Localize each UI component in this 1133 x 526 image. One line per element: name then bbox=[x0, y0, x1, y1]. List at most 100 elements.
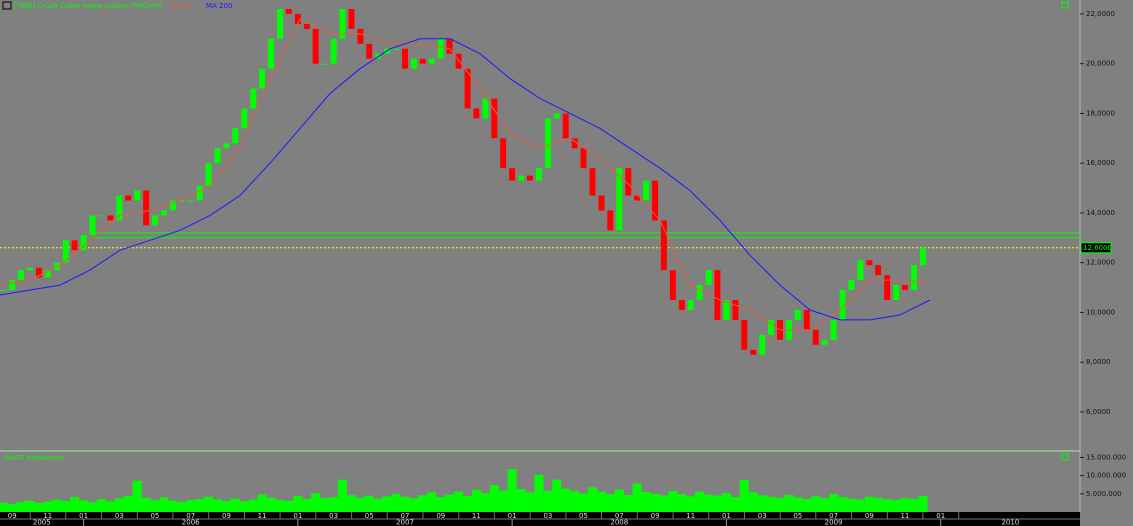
volume-bar bbox=[811, 496, 821, 512]
candle bbox=[285, 8, 292, 14]
candle bbox=[598, 195, 605, 211]
candle bbox=[446, 38, 453, 54]
volume-bar bbox=[213, 499, 222, 512]
volume-bar bbox=[79, 500, 89, 512]
candle bbox=[80, 235, 87, 251]
volume-bar bbox=[900, 498, 910, 512]
volume-bar bbox=[463, 496, 473, 512]
candle bbox=[419, 58, 426, 64]
volume-bar bbox=[659, 495, 669, 512]
volume-bar bbox=[677, 494, 687, 512]
x-tick-label: 01 bbox=[79, 512, 88, 520]
volume-bar bbox=[641, 492, 651, 512]
panel-icon bbox=[1061, 1, 1069, 9]
candle bbox=[643, 180, 650, 201]
volume-bar bbox=[712, 495, 722, 512]
candle bbox=[741, 319, 748, 350]
volume-bar bbox=[570, 491, 580, 512]
volume-bar bbox=[7, 504, 17, 512]
year-label: 2006 bbox=[182, 519, 200, 526]
x-tick-label: 05 bbox=[579, 512, 588, 520]
volume-bar bbox=[829, 494, 839, 512]
candle bbox=[589, 168, 596, 196]
candle bbox=[455, 53, 462, 69]
x-tick-label: 03 bbox=[329, 512, 338, 520]
candle bbox=[125, 195, 132, 201]
volume-bar bbox=[498, 490, 508, 512]
candle bbox=[705, 270, 712, 286]
candle bbox=[214, 148, 221, 164]
volume-bar bbox=[891, 500, 901, 512]
volume-bar bbox=[141, 497, 151, 512]
candle bbox=[687, 300, 694, 310]
volume-bar bbox=[516, 489, 526, 512]
volume-bar bbox=[123, 495, 133, 512]
volume-bar bbox=[52, 499, 62, 512]
candle bbox=[464, 68, 471, 109]
candle bbox=[151, 215, 158, 226]
candle bbox=[402, 48, 408, 69]
candle bbox=[0, 290, 7, 292]
candle bbox=[473, 108, 480, 119]
candle bbox=[160, 210, 167, 216]
volume-bar bbox=[846, 498, 856, 512]
volume-bar bbox=[337, 479, 347, 512]
candle bbox=[768, 319, 774, 335]
volume-bar bbox=[230, 498, 240, 512]
candle bbox=[348, 8, 355, 29]
volume-bar bbox=[96, 499, 106, 512]
volume-bar bbox=[784, 494, 794, 512]
legend-entry: MA 200 bbox=[206, 2, 232, 10]
candle bbox=[500, 138, 507, 169]
y-tick-label: 15.000.000 bbox=[1086, 453, 1126, 461]
candle bbox=[571, 138, 578, 149]
candle bbox=[116, 195, 123, 221]
x-tick-label: 05 bbox=[365, 512, 374, 520]
candle bbox=[544, 118, 551, 169]
volume-bar bbox=[34, 502, 44, 512]
volume-bar bbox=[436, 497, 446, 512]
volume-bar bbox=[543, 490, 553, 512]
y-tick-label: 22,0000 bbox=[1086, 10, 1115, 18]
symbol-icon bbox=[2, 1, 12, 10]
candle bbox=[178, 200, 185, 202]
volume-bar bbox=[471, 489, 481, 512]
volume-bar bbox=[16, 501, 26, 512]
volume-bar bbox=[614, 489, 624, 512]
volume-bar bbox=[150, 500, 160, 512]
candle bbox=[893, 285, 900, 300]
x-tick-label: 03 bbox=[758, 512, 767, 520]
x-tick-label: 03 bbox=[115, 512, 124, 520]
candle bbox=[321, 63, 328, 65]
volume-bar bbox=[427, 492, 437, 512]
candle bbox=[526, 175, 533, 181]
candle bbox=[660, 220, 667, 271]
price-label: 12,6000 bbox=[1083, 244, 1112, 252]
year-label: 2010 bbox=[1001, 519, 1019, 526]
volume-bar bbox=[204, 496, 213, 512]
volume-bar bbox=[650, 493, 660, 512]
volume-bar bbox=[239, 501, 249, 512]
volume-bar bbox=[793, 497, 803, 512]
candle bbox=[268, 38, 275, 69]
x-tick-label: 05 bbox=[793, 512, 802, 520]
candle bbox=[759, 334, 766, 355]
volume-bar bbox=[43, 501, 53, 512]
volume-bar bbox=[391, 493, 401, 512]
volume-bar bbox=[525, 492, 535, 512]
x-tick-label: 07 bbox=[401, 512, 410, 520]
candle bbox=[919, 247, 926, 266]
volume-bar bbox=[25, 500, 35, 512]
volume-bar bbox=[186, 500, 196, 512]
candle bbox=[714, 270, 721, 320]
volume-bar bbox=[748, 492, 758, 512]
candle bbox=[241, 108, 248, 129]
candle bbox=[803, 309, 810, 330]
candle bbox=[428, 58, 435, 64]
y-tick-label: 5.000.000 bbox=[1086, 490, 1122, 498]
x-tick-label: 01 bbox=[936, 512, 945, 520]
x-tick-label: 11 bbox=[900, 512, 909, 520]
candle bbox=[696, 285, 703, 300]
candle bbox=[357, 28, 364, 44]
